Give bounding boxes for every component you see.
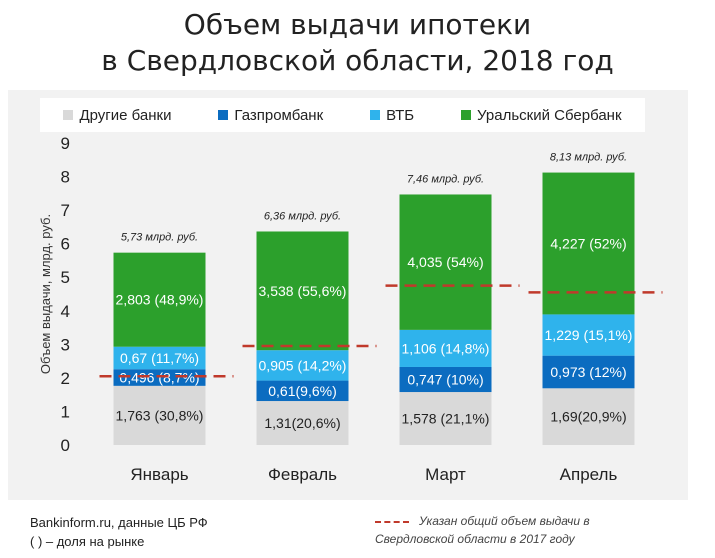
y-tick-label: 4	[61, 302, 70, 321]
bar-segment-label: 0,496 (8,7%)	[119, 370, 199, 386]
x-tick-label: Январь	[130, 465, 188, 484]
y-axis-label: Объем выдачи, млрд. руб.	[38, 214, 53, 374]
bar-segment-label: 1,31(20,6%)	[264, 415, 340, 431]
bar-segment	[542, 314, 635, 356]
y-tick-label: 1	[61, 402, 70, 421]
bar-segment	[542, 172, 635, 315]
y-tick-label: 2	[61, 369, 70, 388]
legend-item-sber: Уральский Сбербанк	[461, 106, 622, 124]
bar-segment	[399, 366, 492, 393]
x-tick-label: Март	[425, 465, 466, 484]
reference-note-line1: Указан общий объем выдачи в	[419, 514, 590, 528]
bar-segment	[256, 231, 349, 351]
legend-label-gazprom: Газпромбанк	[234, 106, 324, 124]
share-note: ( ) – доля на рынке	[30, 534, 145, 549]
bar-segment-label: 2,803 (48,9%)	[116, 292, 204, 308]
bar-segment	[542, 355, 635, 389]
bar-segment	[256, 350, 349, 381]
bar-segment-label: 1,69(20,9%)	[550, 409, 626, 425]
bar-segment-label: 3,538 (55,6%)	[259, 283, 347, 299]
bar-segment-label: 1,229 (15,1%)	[545, 327, 633, 343]
y-tick-label: 5	[61, 268, 70, 287]
bar-segment	[542, 388, 635, 445]
bar-segment	[399, 329, 492, 367]
legend-label-vtb: ВТБ	[386, 106, 415, 124]
reference-line-legend: Указан общий объем выдачи в Свердловской…	[375, 512, 590, 548]
reference-dash-swatch	[375, 520, 409, 523]
bar-segment	[399, 392, 492, 445]
bar-segment-label: 1,763 (30,8%)	[116, 407, 204, 423]
bar-segment	[256, 380, 349, 402]
bar-segment-label: 0,61(9,6%)	[268, 383, 336, 399]
legend-item-gazprom: Газпромбанк	[218, 107, 323, 124]
y-tick-label: 9	[61, 134, 70, 153]
bar-total-label: 5,73 млрд. руб.	[121, 232, 198, 244]
legend-swatch-vtb	[370, 110, 381, 120]
bar-segment-label: 0,905 (14,2%)	[259, 357, 347, 373]
bar-segment	[113, 385, 206, 445]
y-tick-label: 6	[61, 235, 70, 254]
bar-segment-label: 0,67 (11,7%)	[120, 350, 199, 366]
x-tick-label: Апрель	[560, 465, 618, 484]
bar-segment	[399, 194, 492, 330]
bar-segment-label: 1,578 (21,1%)	[402, 411, 490, 427]
chart-title-line1: Объем выдачи ипотеки	[183, 8, 532, 41]
bar-segment-label: 4,035 (54%)	[407, 254, 483, 270]
bar-total-label: 8,13 млрд. руб.	[550, 152, 627, 164]
bar-segment	[113, 346, 206, 370]
x-tick-label: Февраль	[268, 465, 337, 484]
legend-label-sber: Уральский Сбербанк	[477, 106, 622, 124]
y-tick-label: 3	[61, 335, 70, 354]
bar-segment	[256, 401, 349, 445]
source-text: Bankinform.ru, данные ЦБ РФ	[30, 515, 208, 530]
bar-segment-label: 4,227 (52%)	[550, 235, 626, 251]
bar-segment-label: 0,973 (12%)	[550, 364, 626, 380]
source-note: Bankinform.ru, данные ЦБ РФ ( ) – доля н…	[30, 513, 208, 551]
legend-label-other: Другие банки	[79, 106, 172, 124]
y-tick-label: 7	[61, 201, 70, 220]
bar-segment-label: 1,106 (14,8%)	[402, 340, 490, 356]
reference-note-line2: Свердловской области в 2017 году	[375, 532, 575, 546]
y-tick-label: 8	[61, 168, 70, 187]
legend-item-vtb: ВТБ	[370, 107, 414, 124]
legend-swatch-sber	[461, 110, 472, 120]
bar-total-label: 6,36 млрд. руб.	[264, 210, 341, 222]
bar-segment	[113, 252, 206, 347]
legend-swatch-other	[63, 110, 74, 120]
chart-title-line2: в Свердловской области, 2018 год	[101, 44, 614, 77]
bar-segment-label: 0,747 (10%)	[407, 372, 483, 388]
bar-total-label: 7,46 млрд. руб.	[407, 173, 484, 185]
bar-segment	[113, 369, 206, 386]
chart-legend: Другие банки Газпромбанк ВТБ Уральский С…	[40, 98, 645, 132]
legend-item-other: Другие банки	[63, 107, 171, 124]
legend-swatch-gazprom	[218, 110, 229, 120]
y-tick-label: 0	[61, 436, 70, 455]
